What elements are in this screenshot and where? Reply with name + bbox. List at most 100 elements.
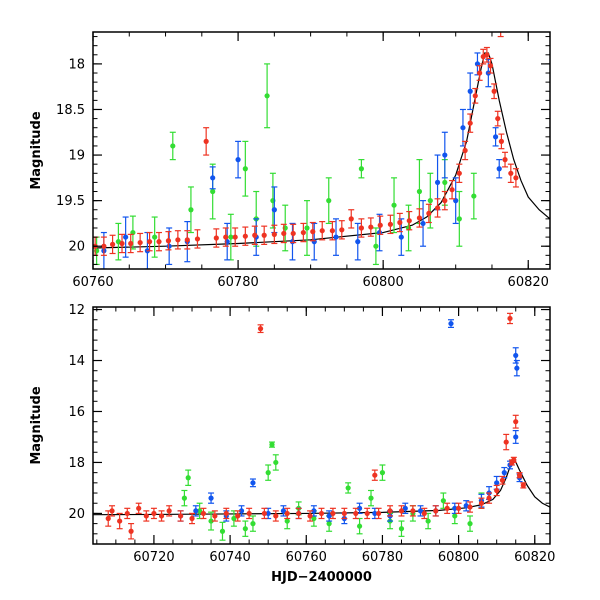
point-marker [372,510,378,517]
point-marker [416,215,423,221]
point-marker [188,207,194,213]
data-point-red [223,507,230,520]
data-point-green [470,172,477,220]
point-marker [265,470,271,476]
point-marker [495,115,501,122]
point-marker [426,210,432,216]
data-point-blue [333,218,340,256]
data-point-red [329,507,336,520]
data-point-green [456,190,463,247]
data-point-red [483,46,490,63]
point-marker [326,198,332,204]
point-marker [181,495,187,501]
data-point-blue [417,505,424,517]
point-marker [486,495,492,501]
point-marker [462,147,468,154]
data-point-red [432,505,439,517]
data-point-red [251,225,258,245]
point-marker [492,134,499,140]
data-point-red [280,223,287,244]
data-point-green [368,489,375,507]
data-point-red [512,168,519,188]
point-marker [212,513,218,519]
data-point-green [425,512,432,530]
series-red [105,312,527,540]
data-point-red [146,231,153,252]
point-marker [508,170,514,176]
point-marker [166,243,172,249]
y-axis-label: Magnitude [29,111,44,190]
data-point-blue [192,505,199,517]
point-marker [348,216,354,222]
point-marker [513,419,519,425]
data-point-green [181,489,188,507]
point-marker [494,480,500,486]
series-blue [100,52,503,269]
data-point-red [184,230,191,250]
point-marker [391,202,397,208]
data-point-red [150,507,157,520]
data-point-red [271,224,278,245]
data-point-blue [452,177,459,225]
point-marker [471,193,477,199]
point-marker [300,229,306,236]
data-point-red [409,505,416,517]
data-point-red [455,502,462,515]
point-marker [379,470,386,476]
data-point-green [398,520,405,537]
point-marker [252,232,258,238]
data-point-red [398,505,405,517]
data-point-red [348,209,355,229]
data-point-green [269,172,276,229]
point-marker [398,508,405,514]
point-marker [416,188,423,195]
data-point-blue [441,131,448,179]
point-marker [146,239,153,245]
data-point-red [200,507,207,520]
data-point-blue [209,166,216,190]
data-point-red [516,472,523,479]
data-point-blue [326,510,333,522]
data-point-red [478,497,485,509]
point-marker [467,521,473,527]
point-marker [456,505,462,511]
data-point-red [444,502,451,515]
x-tick-label: 60820 [514,550,555,565]
data-point-red [100,236,107,256]
point-marker [271,231,277,237]
data-point-green [325,177,332,225]
point-marker [410,508,416,514]
data-point-blue [459,108,466,147]
data-point-red [491,83,498,100]
point-marker [448,320,454,327]
series-green [181,441,485,541]
data-point-green [249,515,256,532]
point-marker [397,219,403,226]
point-marker [165,238,172,244]
series-green [93,63,477,266]
data-point-red [222,227,229,247]
point-marker [184,237,190,243]
point-marker [402,505,408,511]
point-marker [250,521,256,527]
data-point-blue [280,505,287,517]
x-tick-label: 60760 [72,275,113,290]
point-marker [189,515,195,522]
y-tick-label: 12 [68,303,85,318]
point-marker [185,475,191,481]
point-marker [376,510,382,517]
point-marker [330,510,336,517]
data-point-red [377,215,384,235]
point-marker [372,472,378,478]
point-marker [444,505,450,511]
data-point-blue [311,222,318,261]
point-marker [341,510,347,517]
x-tick-label: 60800 [362,275,403,290]
point-marker [101,243,107,249]
x-tick-label: 60780 [217,275,258,290]
point-marker [364,510,370,517]
point-marker [117,518,123,524]
data-point-red [467,501,474,513]
data-point-red [387,214,394,235]
data-point-red [441,190,448,211]
